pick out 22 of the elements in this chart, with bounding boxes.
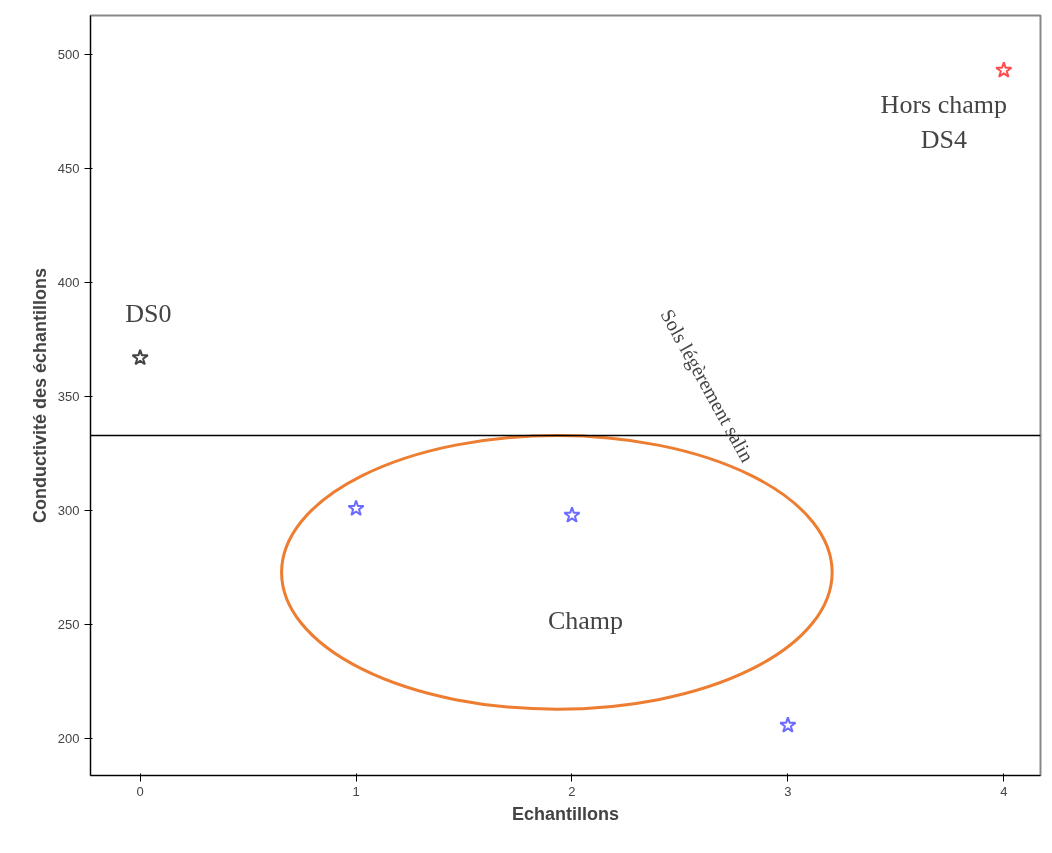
annotation: DS0 bbox=[125, 298, 172, 328]
x-tick-label: 1 bbox=[352, 783, 360, 799]
annotation: Hors champ DS4 bbox=[880, 90, 1007, 155]
x-tick-label: 0 bbox=[136, 783, 144, 799]
y-tick-label: 400 bbox=[57, 275, 80, 291]
x-tick-label: 4 bbox=[1000, 783, 1008, 799]
y-axis-title: Conductivité des échantillons bbox=[29, 267, 50, 524]
y-tick-label: 450 bbox=[57, 160, 80, 176]
x-tick-label: 3 bbox=[784, 783, 792, 799]
point bbox=[131, 348, 149, 366]
y-tick-label: 350 bbox=[57, 389, 80, 405]
point bbox=[563, 506, 581, 523]
y-tick-label: 250 bbox=[57, 617, 80, 633]
y-tick-label: 200 bbox=[57, 731, 80, 747]
point bbox=[347, 499, 365, 516]
x-axis-title: Echantillons bbox=[511, 803, 620, 824]
y-tick-label: 500 bbox=[57, 46, 80, 62]
x-tick-label: 2 bbox=[568, 783, 576, 799]
y-tick-label: 300 bbox=[57, 503, 80, 519]
annotation: Champ bbox=[547, 606, 624, 635]
point bbox=[995, 61, 1013, 78]
point bbox=[779, 716, 797, 733]
